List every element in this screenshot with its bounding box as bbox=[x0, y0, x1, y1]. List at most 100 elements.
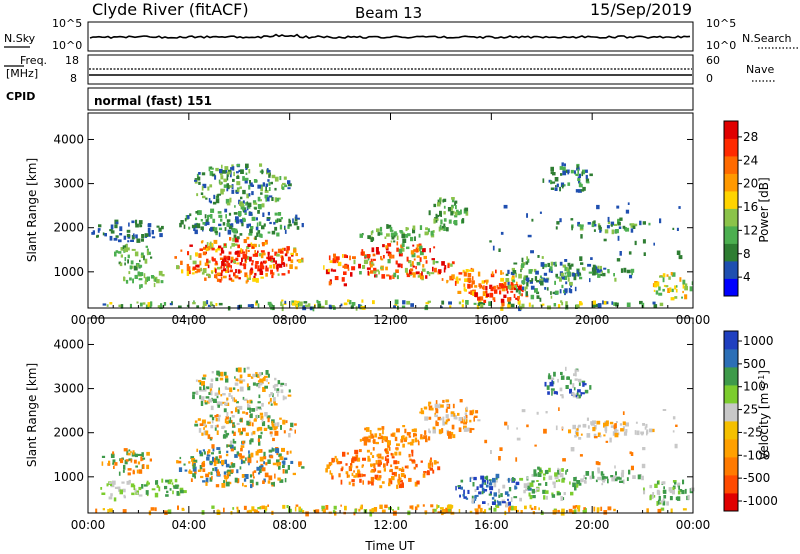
power-cell bbox=[470, 284, 473, 288]
velocity-cell bbox=[585, 477, 587, 480]
power-cell bbox=[267, 257, 272, 260]
velocity-cell bbox=[543, 428, 547, 434]
velocity-colorbar-tick-label: 25 bbox=[743, 403, 758, 417]
power-cell bbox=[568, 287, 571, 293]
velocity-cell bbox=[620, 428, 624, 432]
velocity-cell bbox=[381, 426, 385, 430]
power-cell bbox=[153, 276, 155, 280]
power-cell bbox=[378, 271, 380, 275]
power-cell bbox=[207, 304, 211, 307]
power-cell bbox=[257, 265, 260, 270]
power-cell bbox=[221, 164, 223, 169]
power-cell bbox=[476, 304, 480, 310]
power-cell bbox=[552, 291, 556, 295]
power-cell bbox=[198, 181, 201, 185]
velocity-cell bbox=[586, 417, 589, 421]
power-cell bbox=[569, 289, 573, 294]
velocity-cell bbox=[397, 460, 400, 464]
power-cell bbox=[148, 233, 151, 237]
power-cell bbox=[248, 169, 251, 174]
power-cell bbox=[106, 304, 109, 307]
velocity-cell bbox=[218, 387, 220, 392]
velocity-cell bbox=[361, 473, 363, 478]
power-cell bbox=[653, 304, 658, 308]
power-cell bbox=[258, 230, 260, 234]
velocity-cell bbox=[183, 490, 187, 494]
power-cell bbox=[500, 270, 503, 275]
velocity-cell bbox=[204, 400, 207, 403]
velocity-cell bbox=[401, 466, 404, 470]
power-cell bbox=[327, 268, 330, 272]
velocity-cell bbox=[580, 392, 582, 397]
power-cell bbox=[370, 264, 373, 268]
power-cell bbox=[211, 173, 216, 177]
velocity-cell bbox=[258, 407, 262, 411]
velocity-cell bbox=[574, 378, 578, 381]
velocity-cell bbox=[150, 507, 155, 511]
velocity-cell bbox=[225, 416, 229, 420]
power-cell bbox=[381, 274, 386, 279]
power-cell bbox=[531, 278, 534, 282]
power-cell bbox=[597, 265, 600, 269]
velocity-cell bbox=[473, 416, 475, 422]
velocity-cell bbox=[251, 408, 256, 412]
velocity-cell bbox=[557, 467, 559, 472]
velocity-cell bbox=[128, 479, 131, 484]
power-cell bbox=[589, 278, 591, 283]
power-cell bbox=[550, 261, 554, 266]
power-cell bbox=[442, 199, 446, 202]
velocity-cell bbox=[529, 482, 534, 487]
velocity-cell bbox=[224, 430, 227, 433]
velocity-cell bbox=[429, 467, 433, 471]
velocity-cell bbox=[408, 477, 412, 482]
velocity-cell bbox=[572, 482, 576, 488]
velocity-cell bbox=[466, 406, 468, 410]
power-cell bbox=[251, 246, 255, 249]
power-cell bbox=[454, 211, 458, 216]
power-cell bbox=[542, 178, 545, 183]
velocity-cell bbox=[247, 456, 252, 462]
velocity-cell bbox=[450, 431, 454, 436]
velocity-cell bbox=[261, 421, 266, 427]
velocity-cell bbox=[182, 508, 185, 511]
power-cell bbox=[678, 255, 683, 260]
power-cell bbox=[268, 182, 271, 186]
velocity-cell bbox=[240, 445, 245, 448]
velocity-cell bbox=[225, 479, 227, 483]
power-cell bbox=[242, 217, 246, 223]
power-cell bbox=[255, 217, 258, 221]
velocity-cell bbox=[571, 392, 575, 395]
power-cell bbox=[117, 251, 122, 254]
velocity-cell bbox=[622, 426, 625, 431]
velocity-colorbar-label-exp: -1 bbox=[757, 375, 766, 383]
velocity-cell bbox=[121, 481, 125, 484]
power-cell bbox=[157, 305, 160, 309]
velocity-cell bbox=[232, 397, 234, 402]
velocity-cell bbox=[530, 507, 534, 511]
velocity-cell bbox=[190, 478, 193, 482]
power-cell bbox=[218, 302, 223, 306]
velocity-cell bbox=[539, 468, 542, 472]
velocity-cell bbox=[368, 435, 372, 439]
velocity-cell bbox=[510, 497, 513, 502]
power-cell bbox=[196, 193, 199, 197]
power-cell bbox=[244, 178, 248, 184]
power-cell bbox=[214, 175, 217, 180]
power-cell bbox=[351, 302, 356, 306]
velocity-cell bbox=[452, 434, 456, 439]
power-cell bbox=[465, 300, 469, 305]
power-cell bbox=[131, 235, 135, 240]
power-cell bbox=[253, 243, 257, 248]
power-cell bbox=[559, 186, 561, 192]
velocity-cell bbox=[233, 441, 237, 444]
velocity-cell bbox=[202, 449, 205, 452]
velocity-cell bbox=[576, 428, 579, 431]
power-cell bbox=[298, 259, 302, 264]
velocity-cell bbox=[267, 382, 270, 385]
velocity-cell bbox=[146, 451, 150, 456]
velocity-cell bbox=[560, 394, 564, 397]
power-cell bbox=[571, 263, 574, 267]
power-cell bbox=[616, 258, 621, 262]
velocity-cell bbox=[268, 449, 273, 453]
velocity-cell bbox=[132, 450, 135, 455]
